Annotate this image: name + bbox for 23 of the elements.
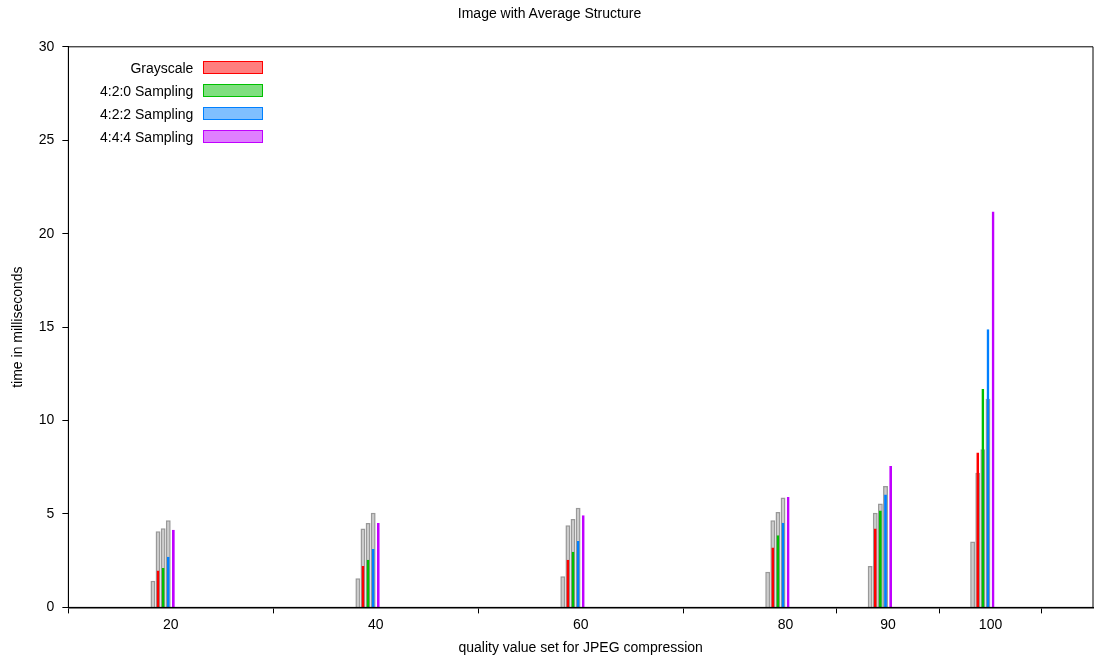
bar xyxy=(986,329,990,607)
bar xyxy=(976,452,980,607)
bar xyxy=(981,388,985,607)
x-axis-title: quality value set for JPEG compression xyxy=(458,639,703,656)
x-tick-label: 40 xyxy=(367,615,384,632)
x-tick-label: 90 xyxy=(880,615,897,632)
legend-label: Grayscale xyxy=(130,59,194,76)
y-tick-label: 30 xyxy=(38,37,55,54)
y-tick-label: 25 xyxy=(38,131,55,148)
x-tick-label: 80 xyxy=(777,615,794,632)
x-tick-label: 20 xyxy=(163,615,179,632)
legend-label: 4:2:0 Sampling xyxy=(100,82,194,99)
y-tick-label: 10 xyxy=(38,411,55,428)
y-tick-label: 0 xyxy=(46,598,55,615)
y-axis-title: time in milliseconds xyxy=(9,266,26,388)
y-tick-label: 15 xyxy=(38,317,55,334)
x-tick-label: 100 xyxy=(978,615,1003,632)
chart-title: Image with Average Structure xyxy=(457,5,642,22)
legend-label: 4:2:2 Sampling xyxy=(100,105,194,122)
y-tick-label: 20 xyxy=(38,224,55,241)
legend-label: 4:4:4 Sampling xyxy=(100,128,194,145)
y-tick-label: 5 xyxy=(46,504,55,521)
x-tick-label: 60 xyxy=(572,615,589,632)
